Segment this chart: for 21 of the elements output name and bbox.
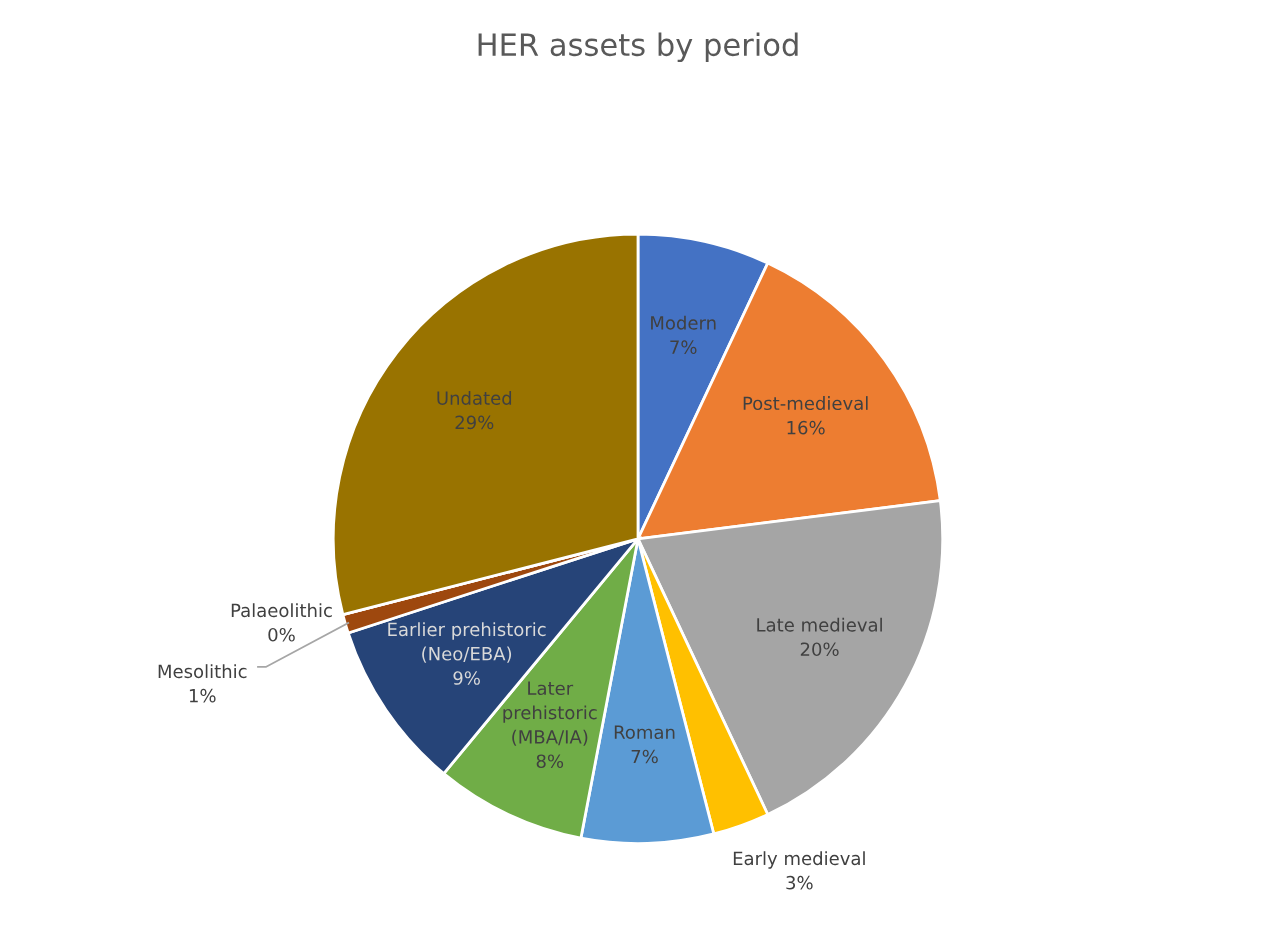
category-label: Palaeolithic [231,603,332,618]
slice-label: Later prehistoric (MBA/IA) [503,681,597,746]
data-label: 16% [787,420,825,435]
text: 0% [268,627,295,642]
slice-label: Modern [651,315,716,330]
data-label: 7% [670,340,697,355]
data-label: 1% [189,688,216,703]
data-label: 8% [536,754,564,769]
data-label: 29% [455,415,494,430]
data-label: 7% [631,749,658,764]
slice-label: Mesolithic [158,664,247,679]
slice-label: Early medieval [733,851,865,869]
chart-title: HER assets by period [478,32,798,63]
slice-label: Late medieval [757,617,882,632]
slice-label: Post-medieval [743,396,868,411]
slice-label: Undated [437,390,512,405]
data-label: 9% [453,671,480,685]
data-label: 20% [800,642,839,657]
slice-label: Earlier prehistoric (Neo/EBA) [388,622,546,663]
slice-label: Roman [614,725,675,739]
data-label: 3% [786,875,813,890]
